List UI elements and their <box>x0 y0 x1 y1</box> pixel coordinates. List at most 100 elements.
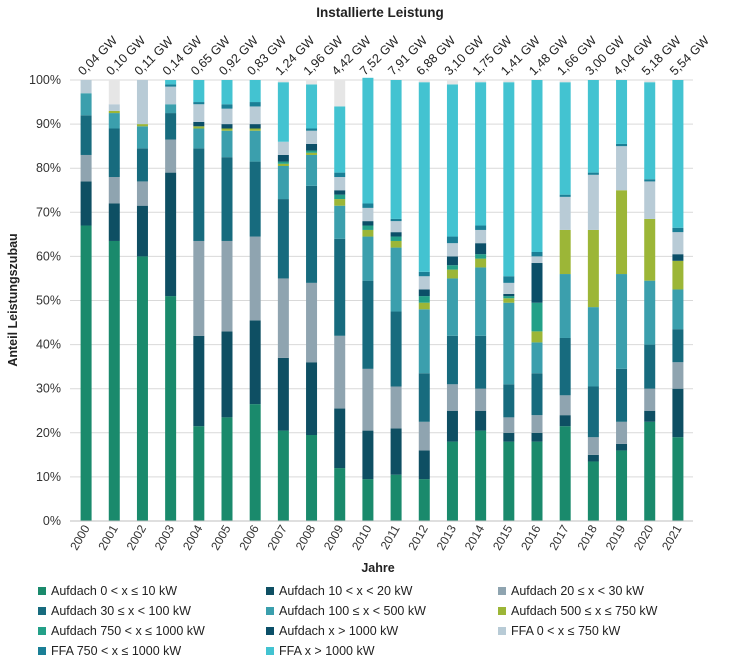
bar-segment <box>672 260 684 290</box>
bar-segment <box>136 256 148 521</box>
bar-stack-2014 <box>475 80 487 521</box>
bar-segment <box>587 172 599 175</box>
legend-label: Aufdach 30 ≤ x < 100 kW <box>51 603 191 618</box>
bar-segment <box>108 110 120 114</box>
bar-segment <box>531 256 543 264</box>
bar-segment <box>418 373 430 422</box>
x-tick-label: 2015 <box>490 522 516 552</box>
bar-segment <box>277 199 289 279</box>
y-tick-label: 40% <box>36 338 61 352</box>
bar-segment <box>503 82 515 277</box>
bar-segment <box>390 386 402 429</box>
bar-segment <box>221 128 233 131</box>
bar-segment <box>475 388 487 411</box>
x-tick-label: 2005 <box>208 522 234 552</box>
bar-segment <box>418 271 430 277</box>
bar-segment <box>390 80 402 219</box>
bar-segment <box>249 320 261 405</box>
bar-segment <box>165 104 177 114</box>
bar-segment <box>362 280 374 369</box>
legend-item: Aufdach 20 ≤ x < 30 kW <box>498 582 738 599</box>
bar-segment <box>672 388 684 438</box>
legend-label: Aufdach 100 ≤ x < 500 kW <box>279 603 426 618</box>
bar-stack-2004 <box>193 80 205 521</box>
bar-stack-2002 <box>136 80 148 521</box>
bar-segment <box>531 441 543 521</box>
bar-segment <box>221 124 233 129</box>
bar-stack-2010 <box>362 77 374 521</box>
y-tick-label: 20% <box>36 426 61 440</box>
bar-segment <box>503 296 515 299</box>
bar-segment <box>136 126 148 149</box>
legend-item: Aufdach 500 ≤ x ≤ 750 kW <box>498 602 738 619</box>
bar-segment <box>221 240 233 332</box>
bar-segment <box>587 437 599 455</box>
bar-segment <box>672 289 684 330</box>
bar-segment <box>475 225 487 230</box>
bar-segment <box>672 80 684 228</box>
bar-stack-2017 <box>559 80 571 521</box>
bar-segment <box>446 335 458 385</box>
bar-segment <box>616 143 628 147</box>
bar-segment <box>418 450 430 480</box>
bar-remainder <box>644 80 656 83</box>
bar-remainder <box>559 80 571 83</box>
bar-segment <box>503 298 515 303</box>
bar-segment <box>616 80 628 144</box>
x-tick-label: 2008 <box>293 522 319 552</box>
bar-segment <box>531 263 543 303</box>
bar-segment <box>503 432 515 442</box>
legend-item: Aufdach 0 < x ≤ 10 kW <box>38 582 266 599</box>
bar-segment <box>531 331 543 343</box>
bar-segment <box>475 267 487 336</box>
bar-segment <box>616 450 628 521</box>
x-tick-label: 2012 <box>405 522 431 552</box>
bar-segment <box>249 404 261 521</box>
bar-stack-2016 <box>531 80 543 521</box>
bar-segment <box>334 335 346 409</box>
chart-title: Installierte Leistung <box>316 5 444 20</box>
legend-swatch <box>498 586 506 595</box>
bar-segment <box>503 282 515 294</box>
bar-segment <box>334 468 346 521</box>
bar-segment <box>644 181 656 219</box>
bar-segment <box>108 128 120 178</box>
bar-segment <box>559 274 571 338</box>
legend-label: Aufdach x > 1000 kW <box>279 623 399 638</box>
legend-label: Aufdach 20 ≤ x < 30 kW <box>511 583 644 598</box>
bar-segment <box>249 130 261 162</box>
bar-segment <box>193 128 205 149</box>
bar-stack-2019 <box>616 80 628 521</box>
bar-segment <box>362 77 374 204</box>
bar-segment <box>108 104 120 111</box>
bar-stack-2012 <box>418 80 430 521</box>
bar-segment <box>165 84 177 87</box>
bar-segment <box>531 251 543 257</box>
bar-segment <box>136 181 148 206</box>
bar-segment <box>108 113 120 129</box>
bar-segment <box>277 141 289 155</box>
bar-segment <box>80 225 92 521</box>
bar-segment <box>249 124 261 129</box>
bar-segment <box>446 384 458 411</box>
bar-segment <box>306 130 318 144</box>
x-tick-label: 2011 <box>378 522 403 552</box>
legend-label: Aufdach 500 ≤ x ≤ 750 kW <box>511 603 658 618</box>
bar-remainder <box>306 80 318 85</box>
bar-segment <box>306 435 318 521</box>
x-tick-label: 2004 <box>180 522 206 552</box>
bar-segment <box>644 179 656 182</box>
bar-segment <box>531 415 543 433</box>
bar-segment <box>165 113 177 140</box>
bar-segment <box>277 161 289 164</box>
bar-segment <box>390 247 402 312</box>
bar-segment <box>80 154 92 182</box>
bar-segment <box>306 362 318 436</box>
bar-segment <box>418 309 430 374</box>
bar-segment <box>221 417 233 521</box>
y-axis-ticks: 0% 10% 20% 30% 40% 50% 60% 70% 80% 90% 100% <box>29 73 61 528</box>
bar-segment <box>503 441 515 521</box>
bar-segment <box>136 148 148 182</box>
legend-item: Aufdach 750 < x ≤ 1000 kW <box>38 622 266 639</box>
x-tick-label: 2020 <box>631 522 657 552</box>
